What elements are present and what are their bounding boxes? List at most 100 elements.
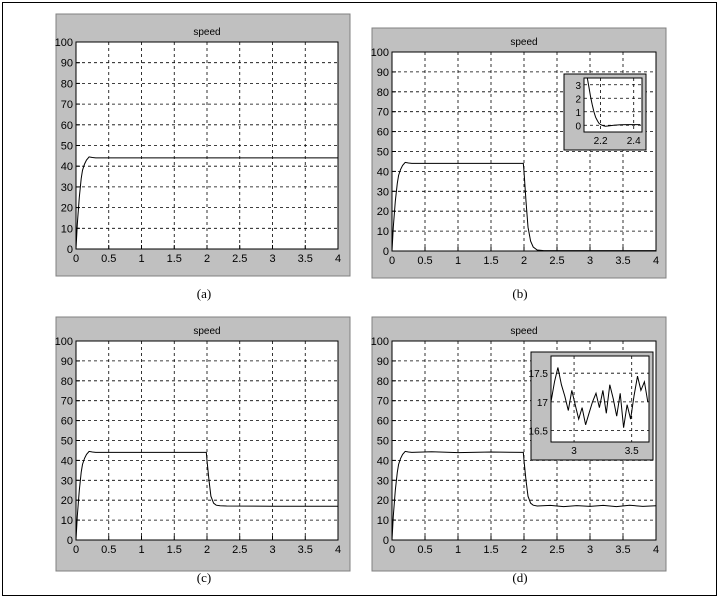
x-tick-label: 4 bbox=[653, 544, 659, 556]
inset-y-tick-label: 3 bbox=[575, 81, 581, 92]
x-tick-label: 1.5 bbox=[483, 255, 498, 267]
y-tick-label: 100 bbox=[371, 336, 389, 348]
chart-title: speed bbox=[510, 326, 537, 337]
y-tick-label: 60 bbox=[61, 120, 73, 132]
x-tick-label: 3.5 bbox=[298, 544, 313, 556]
y-tick-label: 0 bbox=[383, 535, 389, 547]
inset-speed-line bbox=[550, 367, 649, 428]
speed-line bbox=[75, 450, 338, 541]
x-tick-label: 1 bbox=[455, 544, 461, 556]
x-tick-label: 3.5 bbox=[298, 253, 313, 265]
y-tick-label: 20 bbox=[61, 203, 73, 215]
panel-caption: (d) bbox=[512, 570, 527, 585]
x-tick-label: 0.5 bbox=[101, 544, 116, 556]
x-tick-label: 4 bbox=[335, 253, 341, 265]
y-tick-label: 70 bbox=[377, 396, 389, 408]
x-tick-label: 3.5 bbox=[615, 255, 630, 267]
y-tick-label: 20 bbox=[377, 495, 389, 507]
y-tick-label: 100 bbox=[371, 47, 389, 59]
x-tick-label: 3.5 bbox=[615, 544, 630, 556]
y-tick-label: 80 bbox=[61, 78, 73, 90]
y-tick-label: 60 bbox=[377, 416, 389, 428]
y-tick-label: 50 bbox=[377, 147, 389, 159]
chart-panel-d: 0 0.5 1 1.5 2 2.5 3 3.5 40102030405060708090100s… bbox=[371, 316, 667, 585]
y-tick-label: 60 bbox=[377, 127, 389, 139]
y-tick-label: 70 bbox=[61, 396, 73, 408]
x-tick-label: 2.5 bbox=[549, 255, 564, 267]
y-tick-label: 30 bbox=[377, 186, 389, 198]
y-tick-label: 90 bbox=[61, 58, 73, 70]
chart-panel-a: 0 0.5 1 1.5 2 2.5 3 3.5 40102030405060708090100s… bbox=[55, 13, 351, 301]
y-tick-label: 20 bbox=[61, 495, 73, 507]
inset-y-tick-label: 2 bbox=[575, 94, 581, 105]
x-tick-label: 1.5 bbox=[167, 253, 182, 265]
inset-speed-line bbox=[586, 77, 641, 127]
x-tick-label: 2.5 bbox=[232, 544, 247, 556]
y-tick-label: 0 bbox=[67, 244, 73, 256]
x-tick-label: 2.5 bbox=[549, 544, 564, 556]
x-tick-label: 3 bbox=[269, 253, 275, 265]
x-tick-label: 0 bbox=[389, 544, 395, 556]
y-tick-label: 60 bbox=[61, 416, 73, 428]
x-tick-label: 3 bbox=[587, 544, 593, 556]
chart-panel-c: 0 0.5 1 1.5 2 2.5 3 3.5 40102030405060708090100s… bbox=[55, 316, 351, 585]
x-tick-label: 2 bbox=[204, 253, 210, 265]
x-tick-label: 2.5 bbox=[232, 253, 247, 265]
y-tick-label: 50 bbox=[61, 141, 73, 153]
y-tick-label: 100 bbox=[55, 336, 73, 348]
inset-x-tick-label: 3.5 bbox=[625, 446, 639, 457]
y-tick-label: 70 bbox=[61, 99, 73, 111]
y-tick-label: 40 bbox=[377, 455, 389, 467]
x-tick-label: 4 bbox=[653, 255, 659, 267]
y-tick-label: 100 bbox=[55, 37, 73, 49]
chart-panel-b: 0 0.5 1 1.5 2 2.5 3 3.5 40102030405060708090100s… bbox=[371, 27, 667, 301]
y-tick-label: 10 bbox=[61, 515, 73, 527]
y-tick-label: 40 bbox=[61, 455, 73, 467]
chart-title: speed bbox=[193, 27, 220, 38]
x-tick-label: 0 bbox=[73, 544, 79, 556]
inset-y-tick-label: 1 bbox=[575, 108, 581, 119]
x-tick-label: 2 bbox=[521, 255, 527, 267]
inset-x-tick-label: 3 bbox=[571, 446, 577, 457]
y-tick-label: 0 bbox=[67, 535, 73, 547]
inset-chart: 2.2 2.4 0 1 2 3 bbox=[563, 73, 647, 151]
x-tick-label: 2 bbox=[521, 544, 527, 556]
x-tick-label: 0.5 bbox=[417, 544, 432, 556]
panel-caption: (a) bbox=[197, 286, 211, 301]
y-tick-label: 90 bbox=[377, 67, 389, 79]
x-tick-label: 0.5 bbox=[101, 253, 116, 265]
inset-y-tick-label: 16.5 bbox=[529, 427, 549, 438]
y-tick-label: 10 bbox=[377, 226, 389, 238]
chart-title: speed bbox=[510, 37, 537, 48]
x-tick-label: 3 bbox=[269, 544, 275, 556]
inset-x-tick-label: 2.2 bbox=[594, 136, 608, 147]
inset-y-tick-label: 17 bbox=[537, 398, 549, 409]
y-tick-label: 80 bbox=[377, 376, 389, 388]
y-tick-label: 70 bbox=[377, 107, 389, 119]
y-tick-label: 90 bbox=[61, 356, 73, 368]
inset-y-tick-label: 0 bbox=[575, 121, 581, 132]
inset-plot-area bbox=[583, 77, 643, 133]
y-tick-label: 80 bbox=[61, 376, 73, 388]
chart-title: speed bbox=[193, 326, 220, 337]
x-tick-label: 1 bbox=[138, 253, 144, 265]
x-tick-label: 0 bbox=[73, 253, 79, 265]
x-tick-label: 0 bbox=[389, 255, 395, 267]
y-tick-label: 10 bbox=[61, 223, 73, 235]
y-tick-label: 30 bbox=[61, 182, 73, 194]
y-tick-label: 10 bbox=[377, 515, 389, 527]
x-tick-label: 1 bbox=[138, 544, 144, 556]
x-tick-label: 2 bbox=[204, 544, 210, 556]
y-tick-label: 90 bbox=[377, 356, 389, 368]
speed-line bbox=[391, 450, 657, 541]
panel-caption: (c) bbox=[197, 570, 211, 585]
y-tick-label: 50 bbox=[377, 436, 389, 448]
inset-x-tick-label: 2.4 bbox=[627, 136, 641, 147]
x-tick-label: 4 bbox=[335, 544, 341, 556]
y-tick-label: 0 bbox=[383, 246, 389, 258]
inset-y-tick-label: 17.5 bbox=[529, 369, 549, 380]
panel-caption: (b) bbox=[512, 286, 527, 301]
inset-chart: 3 3.5 16.5 17 17.5 bbox=[529, 351, 654, 461]
